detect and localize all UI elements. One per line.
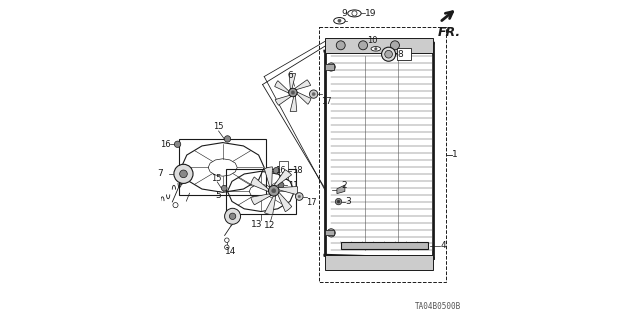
Ellipse shape: [371, 47, 381, 51]
Bar: [324, 230, 334, 235]
Ellipse shape: [333, 18, 345, 24]
Circle shape: [180, 170, 188, 178]
Text: 9: 9: [341, 9, 347, 18]
Text: 11: 11: [288, 181, 299, 189]
Circle shape: [271, 189, 276, 193]
Text: 3: 3: [346, 197, 351, 206]
Circle shape: [390, 41, 399, 50]
Polygon shape: [275, 81, 289, 93]
Polygon shape: [289, 73, 296, 89]
Circle shape: [291, 91, 294, 94]
Circle shape: [338, 19, 341, 22]
Bar: [226, 169, 296, 214]
Circle shape: [225, 245, 229, 249]
Circle shape: [327, 63, 335, 71]
Circle shape: [310, 90, 318, 98]
Text: 16: 16: [275, 166, 285, 175]
Circle shape: [374, 48, 377, 50]
Circle shape: [265, 168, 271, 174]
Text: 1: 1: [452, 150, 458, 159]
Text: 5: 5: [215, 191, 221, 200]
Circle shape: [327, 229, 335, 237]
Circle shape: [221, 185, 227, 191]
Circle shape: [225, 238, 229, 242]
Circle shape: [289, 88, 297, 97]
Text: 4: 4: [440, 241, 446, 250]
Text: FR.: FR.: [438, 26, 461, 39]
Circle shape: [298, 195, 301, 198]
Polygon shape: [278, 192, 292, 212]
Circle shape: [336, 41, 345, 50]
Polygon shape: [290, 96, 297, 112]
Circle shape: [381, 47, 396, 61]
Text: 18: 18: [292, 166, 303, 175]
Circle shape: [352, 11, 357, 16]
Bar: [397, 48, 411, 60]
Polygon shape: [264, 167, 273, 187]
Bar: [324, 64, 334, 70]
Circle shape: [224, 136, 230, 142]
Polygon shape: [264, 196, 276, 215]
Circle shape: [385, 50, 392, 58]
Text: 13: 13: [252, 220, 263, 229]
Text: 7: 7: [157, 169, 163, 178]
Text: 16: 16: [160, 140, 171, 149]
Circle shape: [174, 164, 193, 183]
Circle shape: [173, 203, 178, 208]
Text: 15: 15: [212, 122, 223, 131]
Text: 19: 19: [365, 9, 377, 18]
Bar: [319, 27, 446, 282]
Text: 6: 6: [287, 71, 293, 80]
Circle shape: [296, 193, 303, 200]
Circle shape: [278, 182, 284, 188]
Circle shape: [174, 141, 180, 147]
Bar: [324, 255, 433, 270]
Text: 10: 10: [367, 36, 377, 45]
Text: 14: 14: [225, 247, 237, 256]
Text: 2: 2: [342, 182, 348, 190]
Bar: [179, 139, 266, 196]
Circle shape: [337, 200, 340, 203]
Text: 17: 17: [307, 198, 317, 207]
Polygon shape: [278, 187, 298, 195]
Circle shape: [229, 213, 236, 219]
Text: 17: 17: [321, 97, 332, 106]
Polygon shape: [251, 194, 271, 205]
Circle shape: [273, 167, 280, 174]
Bar: [324, 38, 433, 53]
Polygon shape: [274, 170, 292, 186]
Circle shape: [225, 208, 241, 224]
Text: TA04B0500B: TA04B0500B: [415, 302, 461, 311]
Bar: [278, 161, 288, 179]
Polygon shape: [275, 95, 291, 105]
Text: 12: 12: [264, 221, 276, 230]
Bar: [340, 242, 428, 249]
Ellipse shape: [348, 10, 361, 17]
Circle shape: [312, 93, 316, 96]
Circle shape: [335, 198, 342, 205]
Polygon shape: [337, 185, 345, 194]
Text: 15: 15: [211, 174, 221, 182]
Polygon shape: [297, 92, 311, 104]
Circle shape: [269, 186, 279, 196]
Text: 8: 8: [397, 50, 403, 59]
Polygon shape: [251, 177, 269, 192]
Polygon shape: [294, 80, 310, 90]
Circle shape: [358, 41, 367, 50]
